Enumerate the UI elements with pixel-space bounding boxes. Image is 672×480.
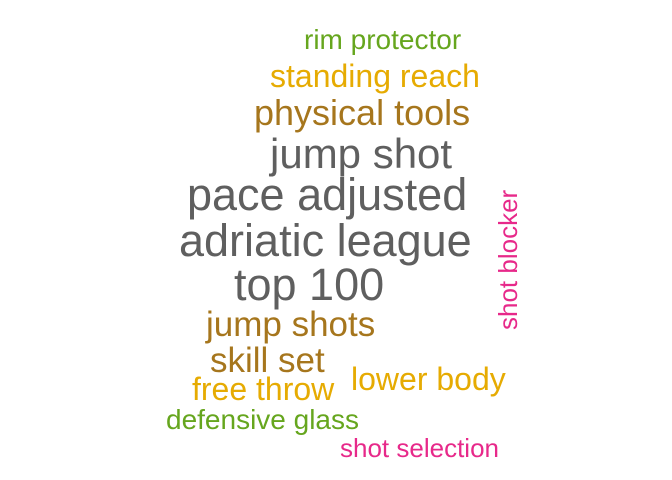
word-physical-tools: physical tools [254, 92, 471, 133]
word-pace-adjusted: pace adjusted [187, 169, 468, 220]
word-top-100: top 100 [234, 259, 385, 310]
word-rim-protector: rim protector [304, 24, 462, 55]
word-lower-body: lower body [351, 361, 506, 397]
word-shot-selection: shot selection [340, 433, 499, 463]
word-shot-blocker: shot blocker [493, 189, 523, 330]
word-defensive-glass: defensive glass [166, 404, 360, 435]
word-adriatic-league: adriatic league [179, 215, 472, 266]
word-free-throw: free throw [192, 371, 335, 407]
word-standing-reach: standing reach [270, 58, 480, 94]
word-skill-set: skill set [210, 341, 325, 380]
word-jump-shot: jump shot [270, 130, 453, 177]
word-jump-shots: jump shots [206, 305, 376, 344]
